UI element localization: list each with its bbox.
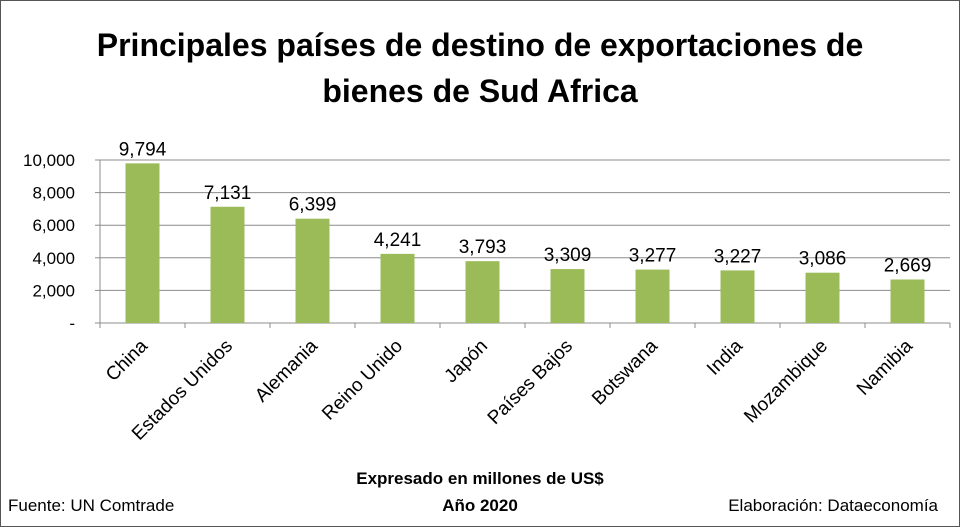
x-tick-label: Mozambique [740,336,832,428]
bar [890,279,925,323]
data-label: 7,131 [204,183,252,204]
x-tick-label: China [102,335,152,385]
bar [380,253,415,323]
bar [635,269,670,323]
y-tick-label: 4,000 [32,249,75,268]
y-tick-label: 2,000 [32,281,75,300]
data-label: 3,309 [544,245,592,266]
x-tick-label: Alemania [251,335,322,406]
y-tick-label: 6,000 [32,216,75,235]
y-tick-label: 8,000 [32,184,75,203]
chart-subtitle: Año 2020 [442,496,518,515]
bar [720,270,755,323]
bar [805,272,840,323]
bar [125,163,160,323]
data-label: 3,086 [799,249,847,270]
data-label: 4,241 [374,230,422,251]
data-label: 2,669 [884,255,932,276]
x-tick-label: Japón [441,336,492,387]
data-label: 3,793 [459,237,507,258]
data-label: 3,227 [714,246,762,267]
data-label: 3,277 [629,246,677,267]
bar [465,261,500,323]
data-label: 9,794 [119,139,167,160]
chart-title: Principales países de destino de exporta… [96,27,864,109]
x-tick-label: Namibia [853,335,917,399]
bar [550,269,585,323]
x-tick-label: India [703,335,747,379]
y-tick-label: - [69,314,75,333]
y-tick-label: 10,000 [23,151,75,170]
credit-note: Elaboración: Dataeconomía [728,496,938,515]
x-tick-label: Botswana [588,335,662,409]
x-tick-label: Países Bajos [484,336,577,429]
data-label: 6,399 [289,195,337,216]
x-axis-label: Expresado en millones de US$ [356,469,604,488]
x-tick-label: Reino Unido [318,336,407,425]
bar [295,218,330,323]
bar [210,206,245,323]
source-note: Fuente: UN Comtrade [8,496,175,515]
